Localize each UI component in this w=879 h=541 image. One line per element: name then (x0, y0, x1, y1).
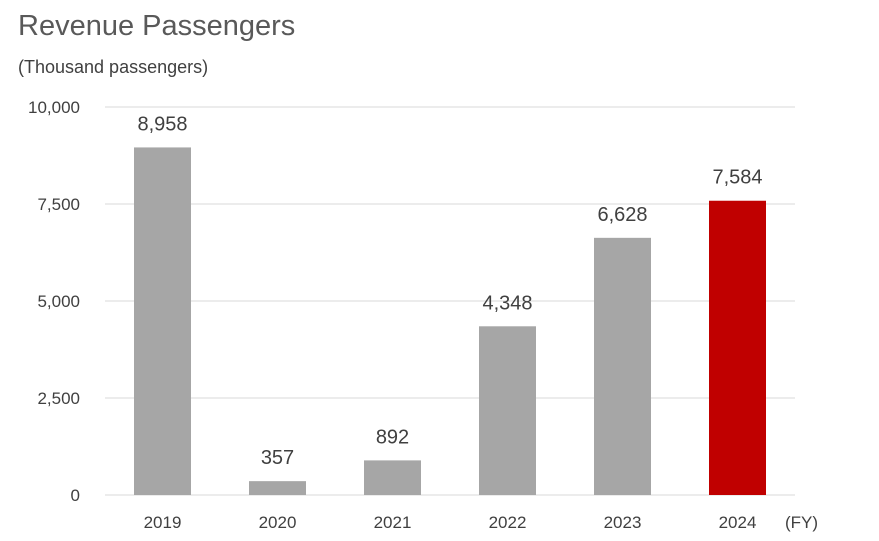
x-axis-label: (FY) (785, 513, 818, 532)
x-tick-label-2024: 2024 (719, 513, 757, 532)
y-tick-label: 2,500 (37, 389, 80, 408)
gridlines (105, 106, 795, 496)
x-tick-label-2019: 2019 (144, 513, 182, 532)
x-axis-ticks: 2019 2020 2021 2022 2023 2024 (144, 513, 757, 532)
bar-2021 (364, 460, 421, 495)
y-tick-label: 10,000 (28, 98, 80, 117)
y-axis-ticks: 0 2,500 5,000 7,500 10,000 (28, 98, 80, 505)
data-label-2022: 4,348 (482, 292, 532, 314)
bar-2023 (594, 237, 651, 495)
data-label-2021: 892 (376, 426, 409, 448)
bars (134, 147, 766, 496)
bar-2022 (479, 326, 536, 495)
bar-2019 (134, 147, 191, 495)
data-label-2024: 7,584 (712, 167, 762, 189)
data-label-2020: 357 (261, 447, 294, 469)
data-labels: 8,958 357 892 4,348 6,628 7,584 (137, 113, 762, 469)
data-label-2023: 6,628 (597, 204, 647, 226)
data-label-2019: 8,958 (137, 113, 187, 135)
x-tick-label-2021: 2021 (374, 513, 412, 532)
y-tick-label: 5,000 (37, 292, 80, 311)
x-tick-label-2020: 2020 (259, 513, 297, 532)
bar-2024 (709, 200, 766, 496)
x-tick-label-2023: 2023 (604, 513, 642, 532)
y-tick-label: 7,500 (37, 195, 80, 214)
x-tick-label-2022: 2022 (489, 513, 527, 532)
chart-unit-label: (Thousand passengers) (18, 57, 209, 77)
chart-title: Revenue Passengers (18, 10, 296, 42)
y-tick-label: 0 (71, 486, 80, 505)
bar-2020 (249, 481, 306, 495)
